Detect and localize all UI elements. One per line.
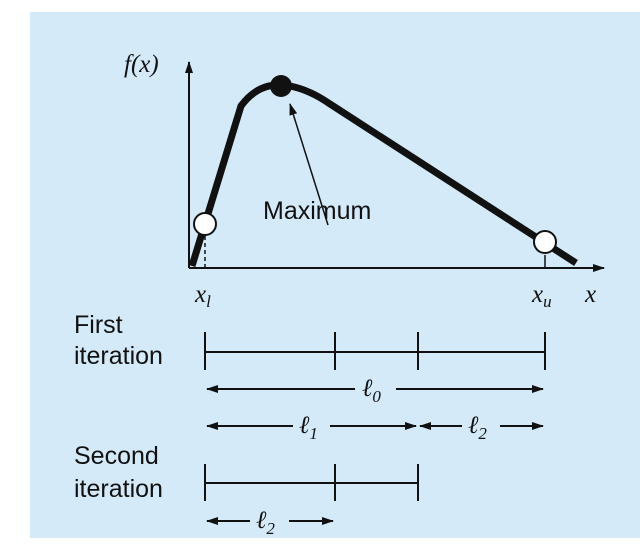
y-axis-label: f(x) [124, 51, 159, 78]
maximum-arrow [289, 103, 329, 226]
first-iteration-label-1: First [74, 311, 123, 339]
xu-label: xu [531, 281, 552, 311]
l0-label: ℓ0 [362, 375, 381, 406]
maximum-point [270, 75, 292, 97]
l2-label-first: ℓ2 [468, 412, 487, 443]
second-iteration-bar [204, 464, 419, 501]
l1-label: ℓ1 [299, 412, 318, 443]
l2-label-second: ℓ2 [256, 507, 275, 538]
second-iteration-label-2: iteration [74, 475, 163, 503]
maximum-label: Maximum [263, 197, 371, 225]
xl-label: xl [194, 281, 211, 311]
first-iteration-label-2: iteration [74, 342, 163, 370]
panel-background [30, 12, 640, 538]
x-axis-label: x [584, 281, 596, 308]
xu-point [533, 230, 557, 254]
second-iteration-label-1: Second [74, 442, 159, 470]
xl-point [193, 212, 217, 236]
first-iteration-bar [204, 332, 546, 370]
